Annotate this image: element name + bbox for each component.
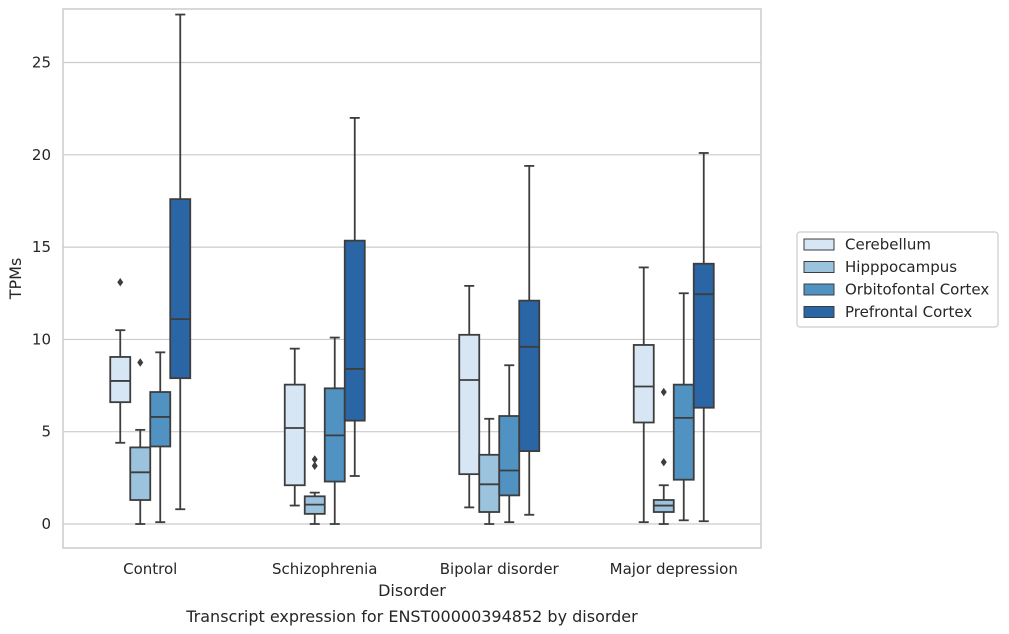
- box-body: [632, 344, 655, 424]
- box-body: [692, 262, 715, 409]
- y-tick-label: 0: [41, 515, 51, 533]
- y-tick-label: 15: [32, 238, 51, 256]
- outlier-marker: [137, 358, 144, 367]
- legend-swatch: [803, 283, 835, 296]
- box-body: [129, 446, 152, 501]
- outlier-marker: [311, 461, 318, 471]
- box-body: [169, 198, 192, 380]
- y-tick-label: 10: [32, 330, 51, 348]
- box-group: [109, 277, 132, 444]
- x-tick-label: Bipolar disorder: [440, 560, 560, 578]
- x-tick-label: Control: [123, 560, 177, 578]
- outlier-marker: [660, 457, 667, 467]
- chart-caption: Transcript expression for ENST0000039485…: [185, 607, 638, 626]
- box-group: [149, 351, 172, 524]
- box-group: [323, 336, 346, 525]
- box-group: [458, 284, 481, 509]
- box-body: [109, 356, 132, 404]
- legend: Cerebellum Hipppocampus Orbitofontal Corte…: [796, 231, 999, 328]
- box-group: [478, 417, 501, 525]
- box-group: [498, 364, 521, 524]
- y-tick-label: 20: [32, 146, 51, 164]
- box-group: [518, 165, 541, 516]
- box-group: [672, 292, 695, 522]
- box-group: [652, 387, 675, 525]
- box-group: [129, 358, 152, 525]
- box-group: [303, 455, 326, 525]
- box-body: [518, 299, 541, 452]
- y-tick-label: 25: [32, 54, 51, 72]
- y-tick-label: 5: [41, 423, 51, 441]
- outlier-marker: [117, 277, 124, 287]
- y-axis-title: TPMs: [6, 258, 25, 301]
- x-tick-label: Schizophrenia: [272, 560, 377, 578]
- x-tick-label: Major depression: [610, 560, 738, 578]
- box-group: [632, 266, 655, 524]
- plot-frame: [62, 8, 762, 549]
- box-group: [169, 13, 192, 511]
- y-axis-ticks: 0 5 10 15 20 25: [32, 54, 51, 533]
- legend-label: Hipppocampus: [845, 258, 957, 276]
- outlier-marker: [660, 387, 667, 397]
- legend-frame: [796, 231, 999, 328]
- outlier-marker: [311, 455, 318, 464]
- legend-label: Prefrontal Cortex: [845, 303, 972, 321]
- legend-label: Orbitofontal Cortex: [845, 281, 989, 299]
- box-body: [343, 239, 366, 422]
- box-body: [458, 333, 481, 476]
- box-body: [478, 453, 501, 513]
- legend-swatch: [803, 306, 835, 318]
- box-body: [498, 415, 521, 497]
- box-body: [283, 383, 306, 487]
- x-axis-title: Disorder: [378, 581, 446, 600]
- legend-label: Cerebellum: [845, 236, 931, 254]
- legend-swatch: [803, 261, 835, 273]
- box-group: [692, 152, 715, 523]
- x-axis-ticks: Control Schizophrenia Bipolar disorder Majo…: [123, 560, 738, 578]
- box-body: [149, 391, 172, 448]
- box-series: [109, 13, 715, 525]
- box-group: [283, 347, 306, 507]
- box-body: [672, 383, 695, 481]
- box-group: [343, 117, 366, 477]
- legend-swatch: [803, 238, 835, 251]
